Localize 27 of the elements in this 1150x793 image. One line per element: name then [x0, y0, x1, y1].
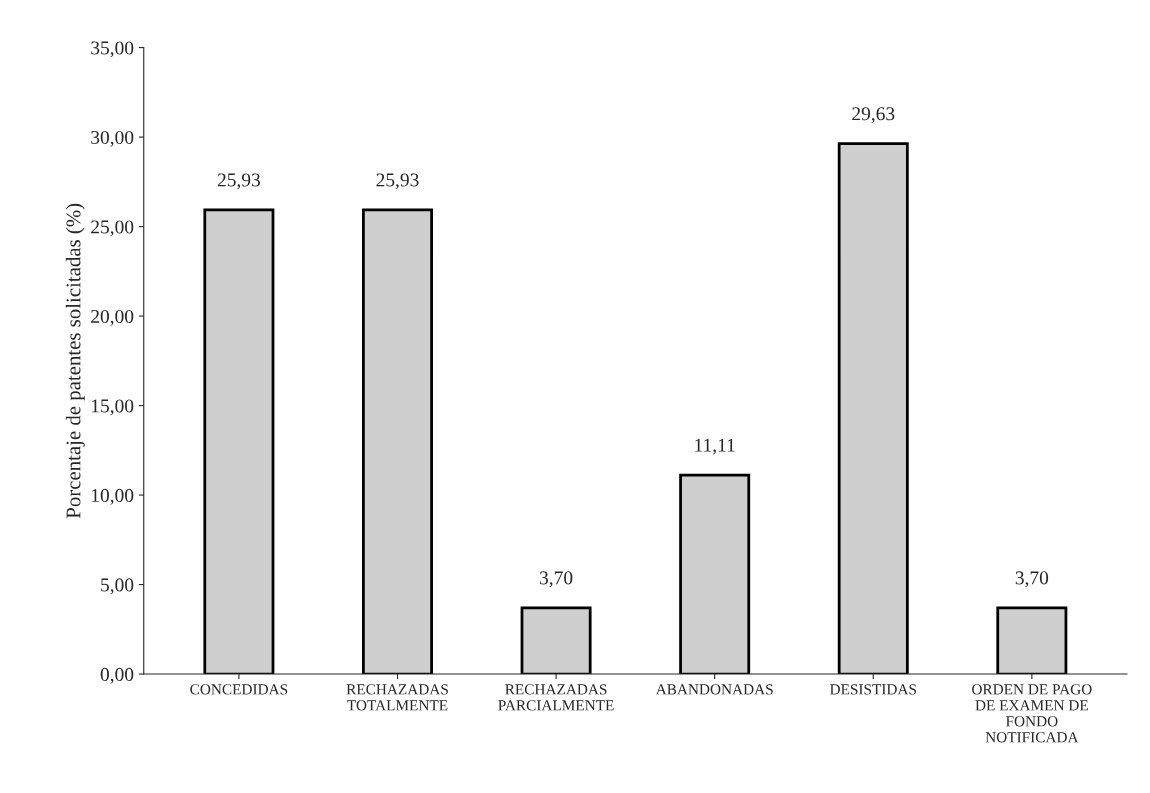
- x-tick-label: RECHAZADAS PARCIALMENTE: [498, 684, 614, 711]
- x-tick-label: CONCEDIDAS: [190, 684, 288, 695]
- data-label: 3,70: [1015, 571, 1049, 588]
- bar: [996, 606, 1068, 675]
- data-label: 11,11: [695, 438, 735, 455]
- y-tick-label: 0,00: [100, 667, 134, 684]
- bar: [203, 208, 275, 675]
- x-tick-label: DESISTIDAS: [829, 684, 917, 695]
- bar: [837, 142, 909, 675]
- y-tick-label: 35,00: [91, 41, 134, 58]
- data-label: 3,70: [540, 571, 573, 588]
- y-tick-label: 15,00: [91, 399, 134, 416]
- y-tick-label: 20,00: [91, 309, 134, 326]
- bar: [520, 606, 592, 675]
- bar: [362, 208, 433, 675]
- x-tick-label: ORDEN DE PAGO DE EXAMEN DE FONDO NOTIFICADA: [972, 684, 1092, 743]
- data-label: 25,93: [376, 173, 419, 190]
- x-tick-label: RECHAZADAS TOTALMENTE: [346, 684, 448, 711]
- y-tick-label: 30,00: [91, 130, 134, 147]
- y-axis-title: Porcentaje de patentes solicitadas (%): [65, 203, 85, 519]
- data-label: 29,63: [852, 107, 895, 124]
- y-tick-label: 5,00: [101, 578, 134, 595]
- y-tick-label: 25,00: [91, 220, 134, 237]
- x-tick-label: ABANDONADAS: [655, 684, 773, 695]
- y-tick-label: 10,00: [91, 488, 134, 505]
- data-label: 25,93: [217, 173, 261, 190]
- bar: [679, 473, 751, 675]
